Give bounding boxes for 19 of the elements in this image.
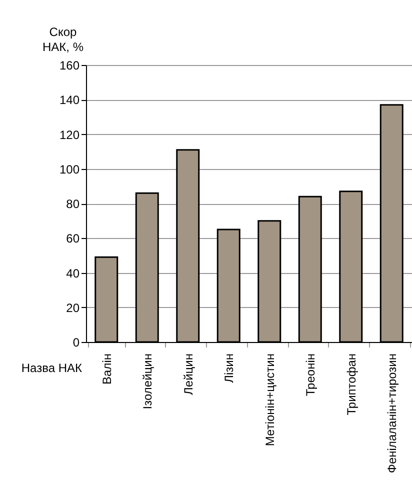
x-tick-label: Треонін	[304, 354, 318, 396]
y-tick-label: 20	[66, 300, 80, 315]
x-tick-label: Метіонін+цистин	[262, 354, 277, 446]
x-tick-label: Лейцин	[181, 354, 196, 395]
y-axis-title: Скор НАК, %	[42, 25, 84, 54]
y-tick-label: 160	[59, 58, 80, 72]
x-tick-label: Лізин	[222, 354, 236, 383]
y-tick-label: 60	[66, 232, 80, 246]
x-axis-title: Назва НАК	[21, 361, 82, 375]
y-tick-label: 0	[72, 336, 80, 350]
y-tick-label: 80	[66, 197, 80, 211]
x-tick-label: Валін	[100, 354, 114, 384]
y-tick-label: 40	[66, 266, 80, 280]
x-tick-label: Фенілаланін+тирозин	[385, 354, 400, 474]
x-tick-label: Триптофан	[344, 354, 358, 416]
y-tick-label: 120	[59, 128, 80, 142]
x-tick-label: Ізолейцин	[140, 354, 155, 410]
y-tick-label: 140	[59, 93, 80, 108]
y-tick-label: 100	[59, 162, 80, 176]
